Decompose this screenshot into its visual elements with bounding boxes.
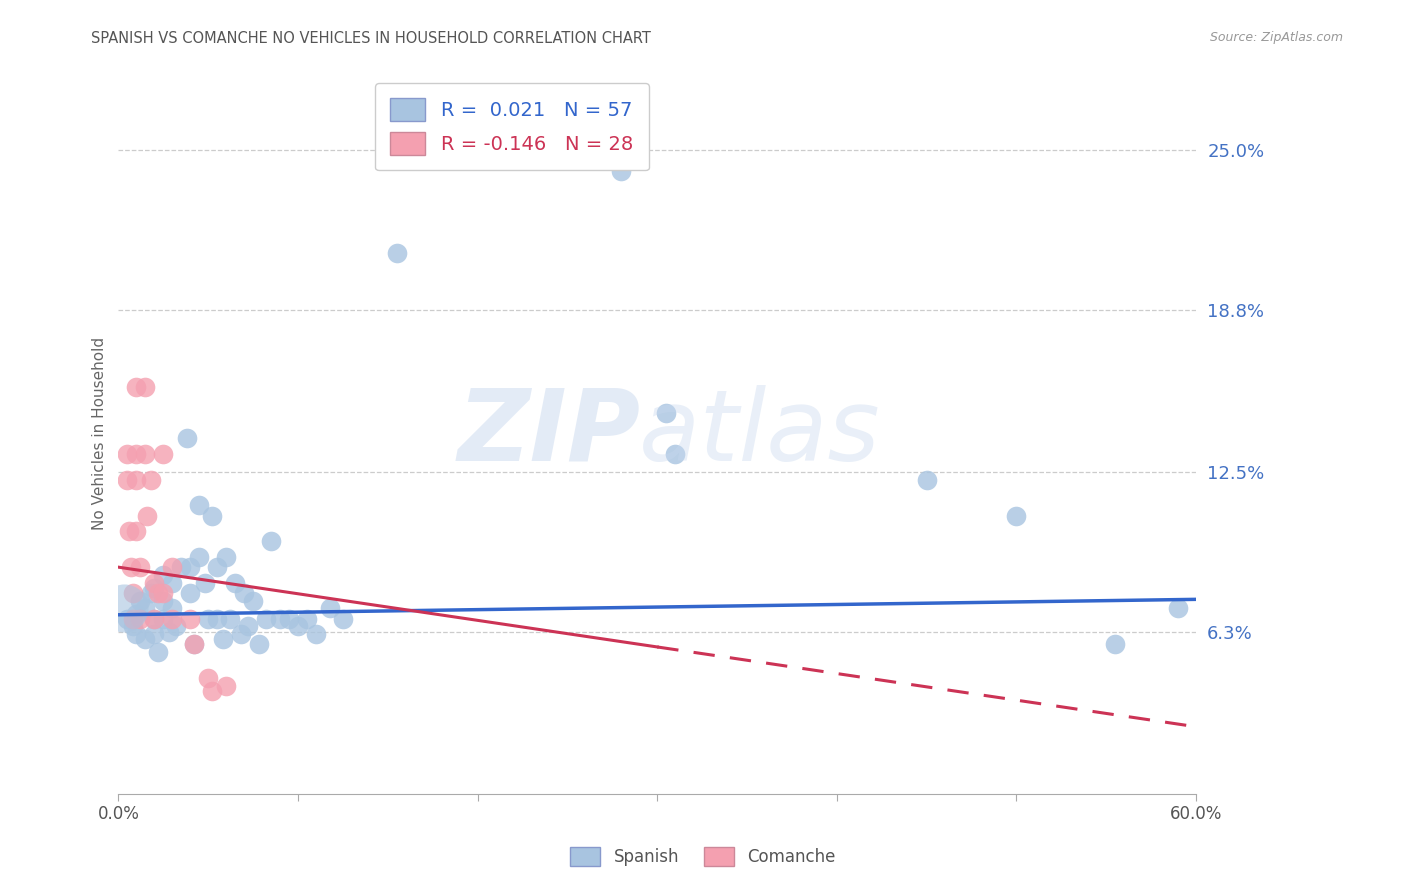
Point — [188, 499, 211, 513]
Point — [165, 619, 187, 633]
Point — [146, 645, 169, 659]
Point — [117, 612, 139, 626]
Point — [152, 593, 174, 607]
Point — [129, 560, 152, 574]
Point — [236, 619, 259, 633]
Point — [143, 575, 166, 590]
Point — [139, 473, 162, 487]
Point — [188, 549, 211, 564]
Point — [319, 601, 342, 615]
Point — [183, 637, 205, 651]
Text: SPANISH VS COMANCHE NO VEHICLES IN HOUSEHOLD CORRELATION CHART: SPANISH VS COMANCHE NO VEHICLES IN HOUSE… — [91, 31, 651, 46]
Point — [201, 508, 224, 523]
Point — [201, 683, 224, 698]
Point — [915, 473, 938, 487]
Point — [247, 637, 270, 651]
Point — [152, 586, 174, 600]
Point — [134, 380, 156, 394]
Text: Source: ZipAtlas.com: Source: ZipAtlas.com — [1209, 31, 1343, 45]
Point — [332, 612, 354, 626]
Point — [112, 601, 135, 615]
Legend: R =  0.021   N = 57, R = -0.146   N = 28: R = 0.021 N = 57, R = -0.146 N = 28 — [375, 83, 648, 170]
Point — [117, 447, 139, 461]
Point — [179, 586, 201, 600]
Point — [205, 560, 228, 574]
Point — [664, 447, 686, 461]
Point — [385, 246, 408, 260]
Y-axis label: No Vehicles in Household: No Vehicles in Household — [93, 337, 107, 530]
Point — [162, 575, 184, 590]
Point — [254, 612, 277, 626]
Point — [125, 524, 148, 538]
Point — [152, 447, 174, 461]
Point — [295, 612, 318, 626]
Point — [176, 432, 198, 446]
Point — [170, 560, 193, 574]
Point — [120, 560, 142, 574]
Point — [152, 612, 174, 626]
Point — [125, 473, 148, 487]
Point — [121, 586, 143, 600]
Point — [162, 601, 184, 615]
Point — [1167, 601, 1189, 615]
Point — [224, 575, 246, 590]
Point — [1104, 637, 1126, 651]
Point — [117, 473, 139, 487]
Point — [143, 612, 166, 626]
Point — [121, 619, 143, 633]
Point — [125, 380, 148, 394]
Text: atlas: atlas — [638, 384, 880, 482]
Point — [152, 567, 174, 582]
Point — [229, 627, 252, 641]
Point — [197, 671, 219, 685]
Point — [179, 612, 201, 626]
Point — [162, 560, 184, 574]
Point — [269, 612, 291, 626]
Legend: Spanish, Comanche: Spanish, Comanche — [562, 838, 844, 875]
Point — [118, 524, 141, 538]
Point — [129, 612, 152, 626]
Point — [242, 593, 264, 607]
Point — [610, 163, 633, 178]
Point — [287, 619, 309, 633]
Point — [146, 586, 169, 600]
Point — [215, 549, 238, 564]
Point — [211, 632, 233, 647]
Point — [139, 586, 162, 600]
Point — [233, 586, 256, 600]
Point — [134, 601, 156, 615]
Point — [143, 627, 166, 641]
Point — [162, 612, 184, 626]
Point — [134, 632, 156, 647]
Point — [260, 534, 283, 549]
Point — [183, 637, 205, 651]
Point — [125, 607, 148, 621]
Point — [1005, 508, 1028, 523]
Point — [218, 612, 240, 626]
Point — [157, 624, 180, 639]
Point — [215, 679, 238, 693]
Point — [205, 612, 228, 626]
Point — [655, 406, 678, 420]
Point — [134, 447, 156, 461]
Point — [121, 612, 143, 626]
Point — [129, 593, 152, 607]
Point — [179, 560, 201, 574]
Point — [305, 627, 328, 641]
Point — [125, 447, 148, 461]
Point — [194, 575, 217, 590]
Point — [125, 627, 148, 641]
Point — [143, 612, 166, 626]
Text: ZIP: ZIP — [458, 384, 641, 482]
Point — [143, 581, 166, 595]
Point — [278, 612, 301, 626]
Point — [136, 508, 159, 523]
Point — [197, 612, 219, 626]
